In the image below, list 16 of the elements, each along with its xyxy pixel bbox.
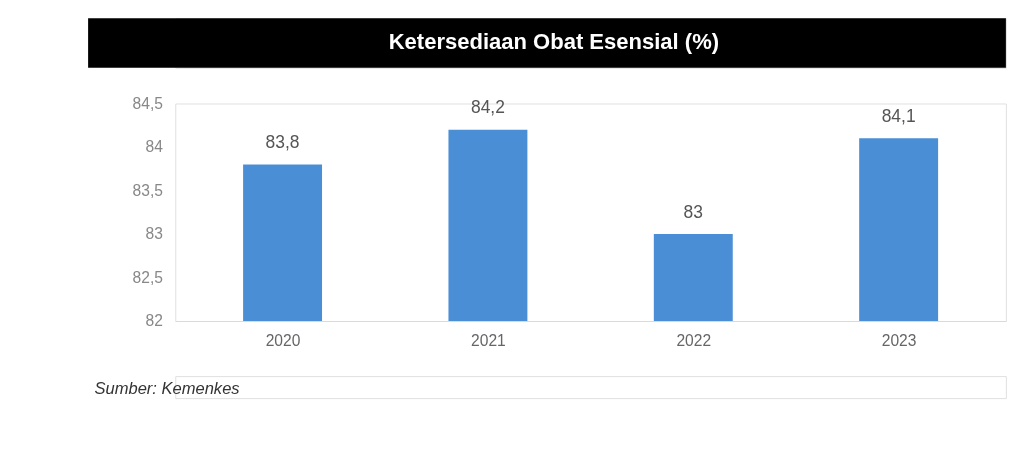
y-tick-label: 84 — [145, 138, 164, 156]
data-label: 83 — [683, 201, 703, 222]
chart-title: Ketersediaan Obat Esensial (%) — [388, 29, 720, 55]
x-tick-label: 2022 — [676, 332, 712, 350]
y-tick-label: 83,5 — [132, 181, 164, 199]
x-tick-label: 2023 — [881, 332, 917, 350]
y-tick-label: 83 — [145, 225, 163, 243]
y-tick-label: 84,5 — [132, 94, 164, 112]
y-tick-label: 82 — [145, 312, 163, 330]
text: Sumber: Kemenkes — [94, 378, 240, 398]
data-label: 84,2 — [470, 97, 505, 118]
data-label: 84,1 — [881, 105, 916, 126]
x-tick-label: 2020 — [265, 332, 301, 350]
data-label: 83,8 — [265, 131, 300, 152]
y-tick-label: 82,5 — [132, 268, 164, 286]
x-tick-label: 2021 — [471, 332, 506, 350]
